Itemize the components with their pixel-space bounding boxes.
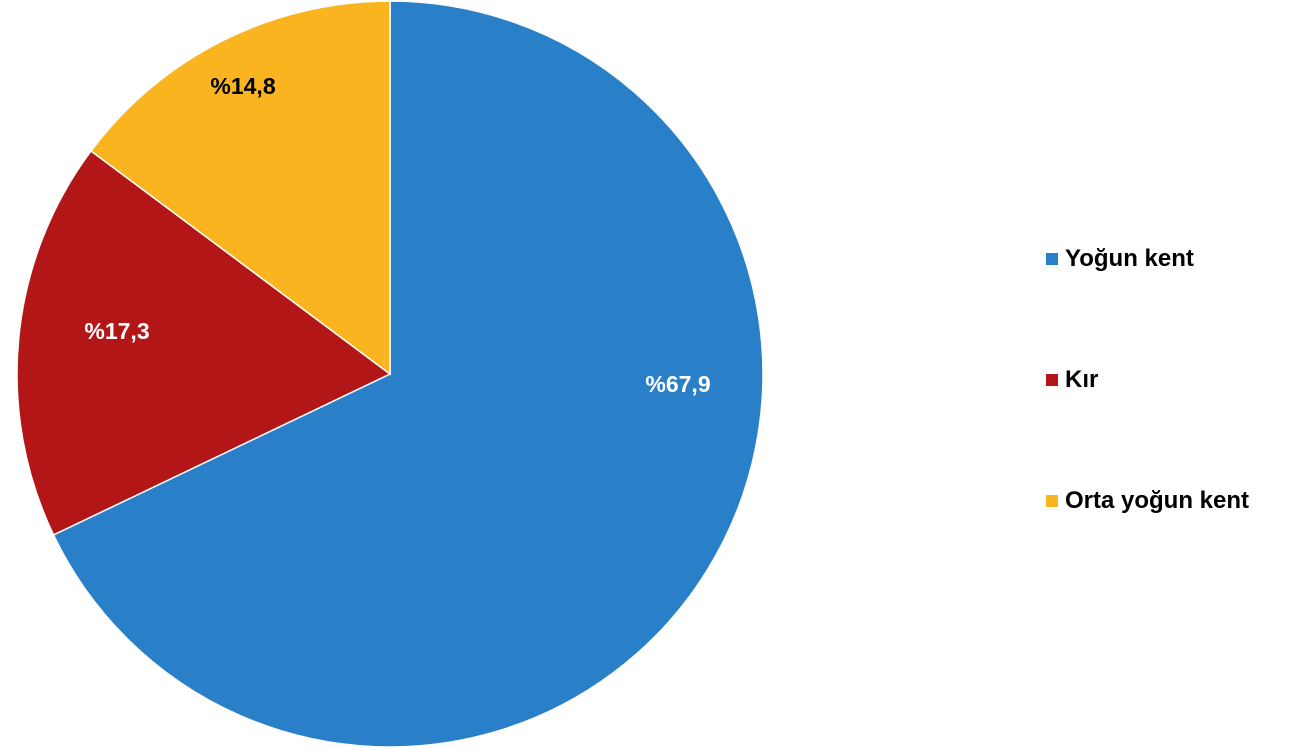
pie-slice-1 [16, 149, 392, 536]
legend-item-orta-yogun-kent: Orta yoğun kent [1046, 482, 1249, 520]
legend-swatch-orta-yogun-kent [1046, 495, 1058, 507]
legend-label-orta-yogun-kent: Orta yoğun kent [1065, 487, 1250, 514]
pie-slice-2 [89, 0, 391, 376]
pie-data-label-2: %14,8 [210, 73, 275, 99]
legend-label-yogun-kent: Yoğun kent [1065, 245, 1194, 272]
pie-slice-0 [52, 0, 764, 748]
legend-item-yogun-kent: Yoğun kent [1046, 240, 1249, 278]
legend-swatch-yogun-kent [1046, 253, 1058, 265]
pie-data-label-0: %67,9 [645, 371, 710, 397]
pie-data-label-1: %17,3 [84, 318, 149, 344]
chart-legend: Yoğun kent Kır Orta yoğun kent [1046, 240, 1249, 603]
legend-label-kir: Kır [1065, 366, 1099, 393]
legend-swatch-kir [1046, 374, 1058, 386]
legend-item-kir: Kır [1046, 361, 1249, 399]
